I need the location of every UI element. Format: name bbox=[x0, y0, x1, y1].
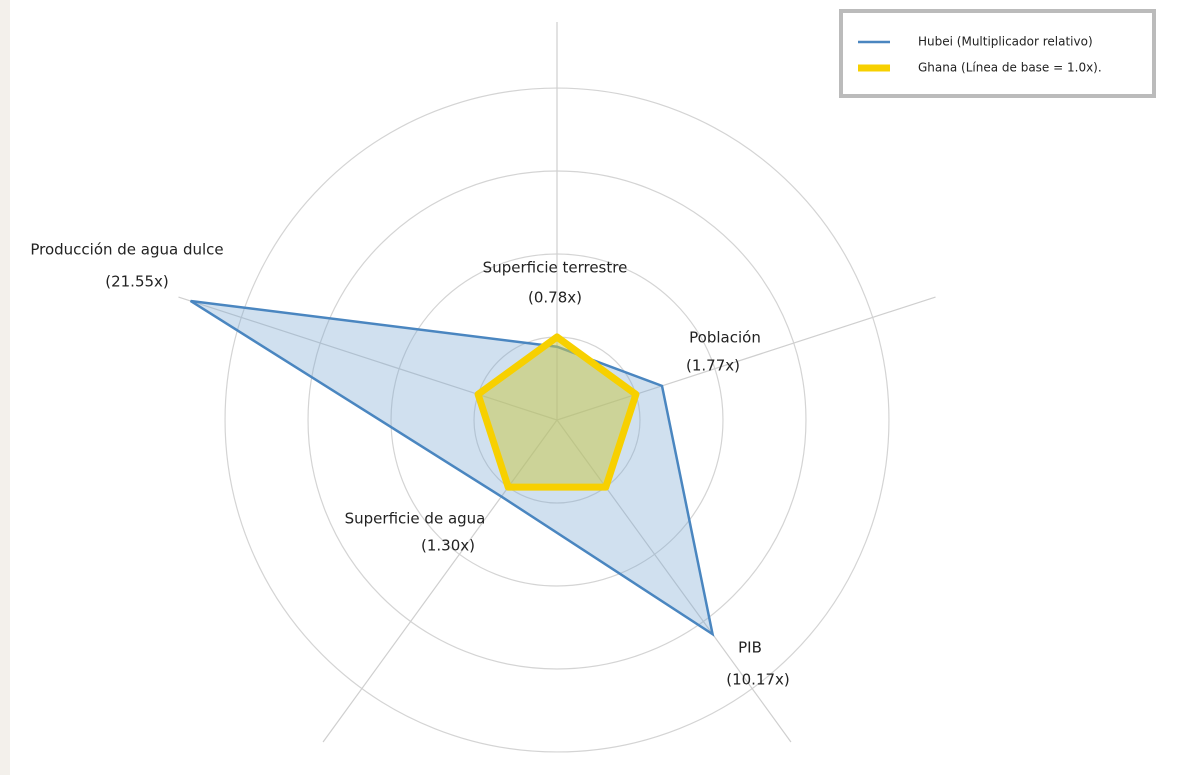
series-area bbox=[474, 333, 640, 491]
axis-label: Producción de agua dulce bbox=[30, 241, 223, 259]
side-strip bbox=[0, 0, 10, 775]
legend-label: Hubei (Multiplicador relativo) bbox=[918, 35, 1093, 49]
legend-box bbox=[839, 9, 1156, 98]
legend-label: Ghana (Línea de base = 1.0x). bbox=[918, 61, 1102, 75]
value-label: (1.77x) bbox=[686, 357, 740, 375]
axis-label: Superficie de agua bbox=[345, 510, 486, 528]
axis-label: Población bbox=[689, 329, 761, 347]
value-label: (10.17x) bbox=[726, 671, 790, 689]
legend: Hubei (Multiplicador relativo) Ghana (Lín… bbox=[839, 9, 1156, 98]
value-label: (21.55x) bbox=[105, 273, 169, 291]
axis-label: PIB bbox=[738, 639, 762, 657]
value-label: (0.78x) bbox=[528, 289, 582, 307]
value-label: (1.30x) bbox=[421, 537, 475, 555]
axis-label: Superficie terrestre bbox=[483, 259, 628, 277]
